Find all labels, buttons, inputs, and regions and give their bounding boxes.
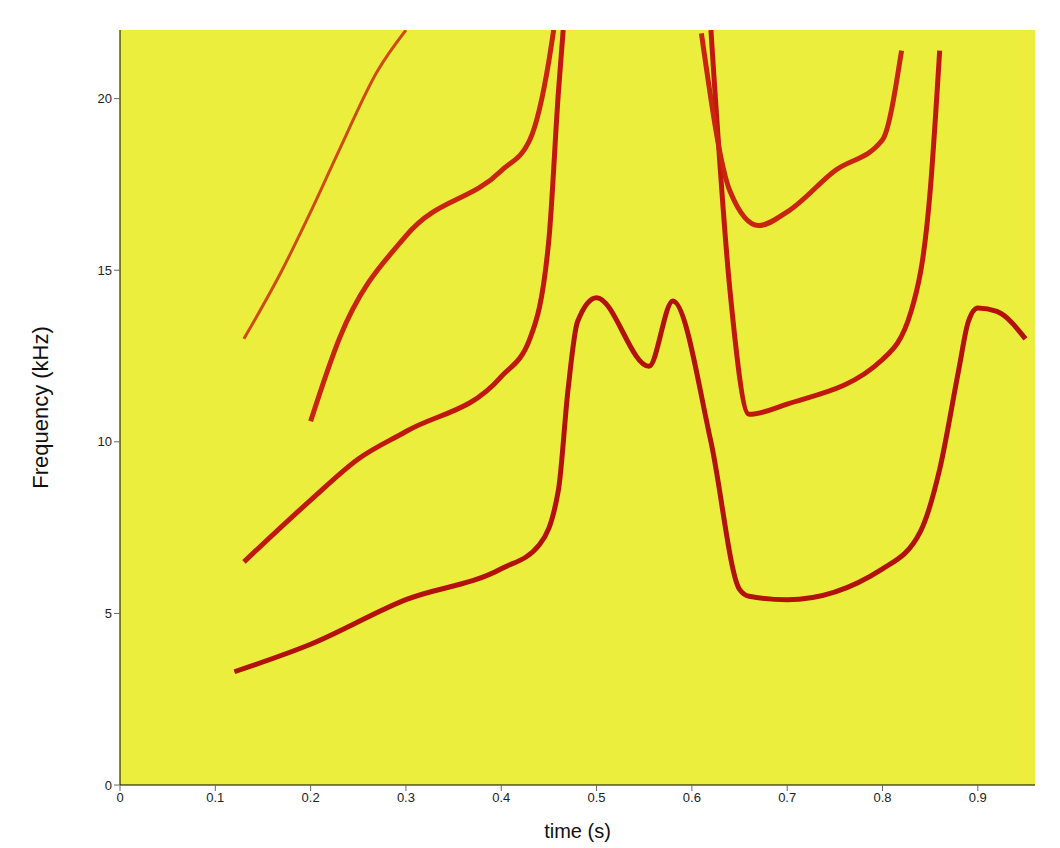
svg-text:0: 0 xyxy=(116,790,123,805)
svg-text:10: 10 xyxy=(98,434,112,449)
svg-text:0.8: 0.8 xyxy=(873,790,891,805)
svg-text:0.6: 0.6 xyxy=(683,790,701,805)
svg-text:0: 0 xyxy=(105,778,112,793)
svg-text:0.9: 0.9 xyxy=(969,790,987,805)
svg-text:0.1: 0.1 xyxy=(206,790,224,805)
svg-text:20: 20 xyxy=(98,91,112,106)
svg-text:0.2: 0.2 xyxy=(302,790,320,805)
svg-text:time (s): time (s) xyxy=(544,820,611,842)
svg-text:Frequency (kHz): Frequency (kHz) xyxy=(28,326,53,489)
svg-text:0.5: 0.5 xyxy=(588,790,606,805)
svg-text:5: 5 xyxy=(105,606,112,621)
svg-text:15: 15 xyxy=(98,263,112,278)
svg-text:0.4: 0.4 xyxy=(492,790,510,805)
svg-text:0.3: 0.3 xyxy=(397,790,415,805)
svg-text:0.7: 0.7 xyxy=(778,790,796,805)
